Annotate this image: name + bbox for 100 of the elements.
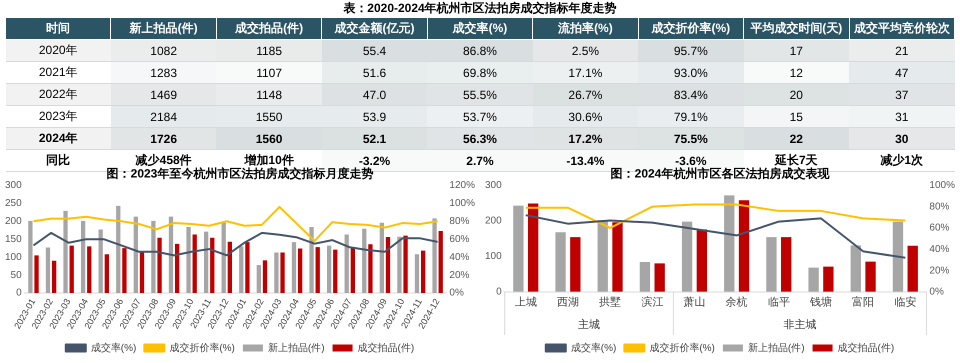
bar (640, 262, 650, 292)
bar (766, 237, 777, 292)
chart-title: 表：2020-2024年杭州市区法拍房成交指标年度走势 (342, 0, 618, 17)
bar (186, 227, 191, 293)
text: 减少458件 (136, 153, 192, 167)
legend-label: 成交率(%) (570, 342, 616, 354)
y2-tick-label: 80% (929, 201, 950, 212)
bar (808, 268, 819, 292)
bar (116, 206, 120, 293)
data-label: 79.1% (638, 106, 744, 128)
bar (222, 222, 226, 293)
y-axis-title: 时间 (6, 18, 111, 40)
text: 非主城 (783, 318, 816, 332)
data-label: 47.0 (322, 84, 428, 106)
bar (528, 203, 538, 292)
x-tick-label: 成交拍品(件) (216, 18, 322, 40)
data-label: -13.4% (566, 154, 604, 168)
x-tick-label: 滨江 (641, 295, 664, 308)
y2-tick-label: 80% (449, 216, 470, 228)
x-tick-label: 成交金额(亿元) (322, 18, 428, 40)
data-label: 20 (744, 84, 849, 106)
data-label: 55.5% (427, 84, 533, 106)
bar (865, 262, 876, 292)
data-label: 53.7% (427, 106, 533, 128)
data-label: 1148 (216, 84, 322, 106)
legend-label: 成交折价率(%) (649, 342, 715, 354)
y-tick-label: 100 (484, 251, 502, 262)
data-label: 17.2% (532, 128, 638, 150)
legend-label: 新上拍品(件) (748, 342, 805, 354)
y2-tick-label: 0% (929, 286, 944, 298)
y-tick-label: 0 (496, 286, 502, 298)
text: 延长7天 (774, 153, 818, 167)
bar (438, 230, 443, 293)
y-tick-label: 同比 (46, 153, 70, 167)
data-label: 1469 (110, 84, 216, 106)
data-label: 26.7% (532, 84, 638, 106)
data-label: 15 (744, 106, 849, 128)
y-tick-label: 300 (484, 180, 502, 192)
x-tick-label: 新上拍品(件) (110, 18, 216, 40)
data-label: 37 (849, 84, 954, 106)
bar (403, 236, 408, 293)
bar (570, 237, 580, 292)
bar (192, 234, 197, 293)
data-label: 69.8% (427, 62, 533, 84)
y-tick-label: 2023年 (6, 106, 111, 128)
y-tick-label: 50 (10, 270, 22, 281)
text: 减少1次 (880, 153, 924, 167)
bar (513, 206, 524, 292)
bar (326, 246, 332, 293)
bar (598, 220, 608, 292)
bar (292, 242, 296, 293)
legend-label: 新上拍品(件) (268, 342, 325, 354)
data-label: 21 (849, 40, 954, 62)
bar (98, 230, 103, 293)
legend-label: 成交拍品(件) (358, 342, 414, 354)
text: 增加10件 (244, 153, 294, 167)
bar (140, 252, 144, 293)
bar (738, 200, 750, 292)
bar (612, 222, 623, 292)
legend-label: 成交折价率(%) (169, 342, 235, 354)
bar (781, 237, 792, 292)
y-tick-label: 2024年 (6, 128, 111, 150)
x-tick-label: 流拍率(%) (532, 18, 638, 40)
data-label: 1185 (216, 40, 322, 62)
bar (70, 246, 74, 293)
bar (28, 220, 33, 293)
data-label: 1082 (110, 40, 216, 62)
bar (210, 238, 214, 293)
y2-tick-label: 60% (449, 234, 470, 245)
data-label: 30 (849, 128, 954, 150)
bar (239, 246, 244, 293)
y-tick-label: 200 (4, 216, 22, 228)
bar (333, 250, 338, 293)
y2-tick-label: 20% (449, 270, 470, 281)
bar (908, 246, 918, 292)
x-tick-label: 上城 (514, 295, 537, 308)
x-tick-label: 临安 (894, 295, 916, 308)
legend-label: 成交率(%) (90, 342, 136, 354)
y-tick-label: 0 (16, 288, 22, 299)
bar (104, 254, 109, 293)
bar (414, 254, 420, 293)
y-tick-label: 200 (484, 216, 502, 227)
bar (362, 228, 366, 293)
bar (696, 229, 708, 292)
bar (350, 248, 356, 293)
bar (555, 232, 566, 292)
bar (380, 222, 384, 293)
bar (262, 260, 268, 293)
data-label: 17.1% (532, 62, 638, 84)
y2-tick-label: 120% (449, 180, 476, 192)
data-label: 55.4 (322, 40, 428, 62)
y-tick-label: 2020年 (6, 40, 111, 62)
legend-label: 成交拍品(件) (838, 342, 894, 354)
bar (724, 195, 734, 292)
x-tick-label: 萧山 (683, 295, 706, 308)
data-label: 47 (849, 62, 954, 84)
bar (823, 266, 834, 292)
data-label: 83.4% (638, 84, 744, 106)
data-label: 1726 (110, 128, 216, 150)
bar (46, 247, 50, 293)
